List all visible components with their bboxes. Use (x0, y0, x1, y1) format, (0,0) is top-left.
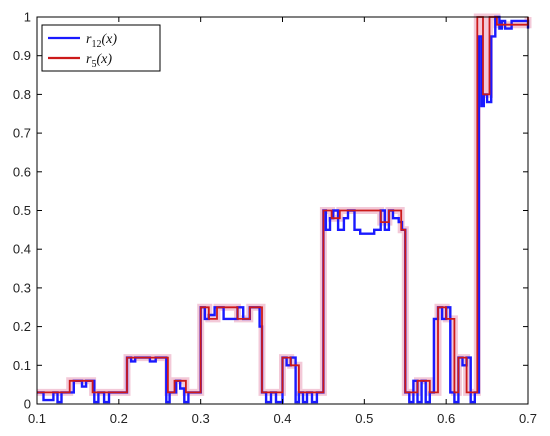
x-tick-label: 0.6 (437, 411, 455, 426)
y-tick-label: 1 (24, 10, 31, 25)
x-tick-label: 0.5 (355, 411, 373, 426)
y-tick-label: 0.7 (13, 126, 31, 141)
y-tick-label: 0.6 (13, 164, 31, 179)
legend: r12(x) r5(x) (42, 25, 160, 71)
y-tick-label: 0.9 (13, 48, 31, 63)
x-tick-label: 0.1 (28, 411, 46, 426)
y-tick-label: 0.8 (13, 87, 31, 102)
x-tick-label: 0.4 (273, 411, 291, 426)
y-tick-label: 0 (24, 397, 31, 412)
y-tick-label: 0.2 (13, 319, 31, 334)
y-tick-label: 0.4 (13, 242, 31, 257)
y-tick-label: 0.5 (13, 203, 31, 218)
x-tick-label: 0.7 (519, 411, 537, 426)
y-tick-label: 0.3 (13, 280, 31, 295)
y-tick-label: 0.1 (13, 358, 31, 373)
x-tick-label: 0.2 (110, 411, 128, 426)
x-tick-label: 0.3 (192, 411, 210, 426)
